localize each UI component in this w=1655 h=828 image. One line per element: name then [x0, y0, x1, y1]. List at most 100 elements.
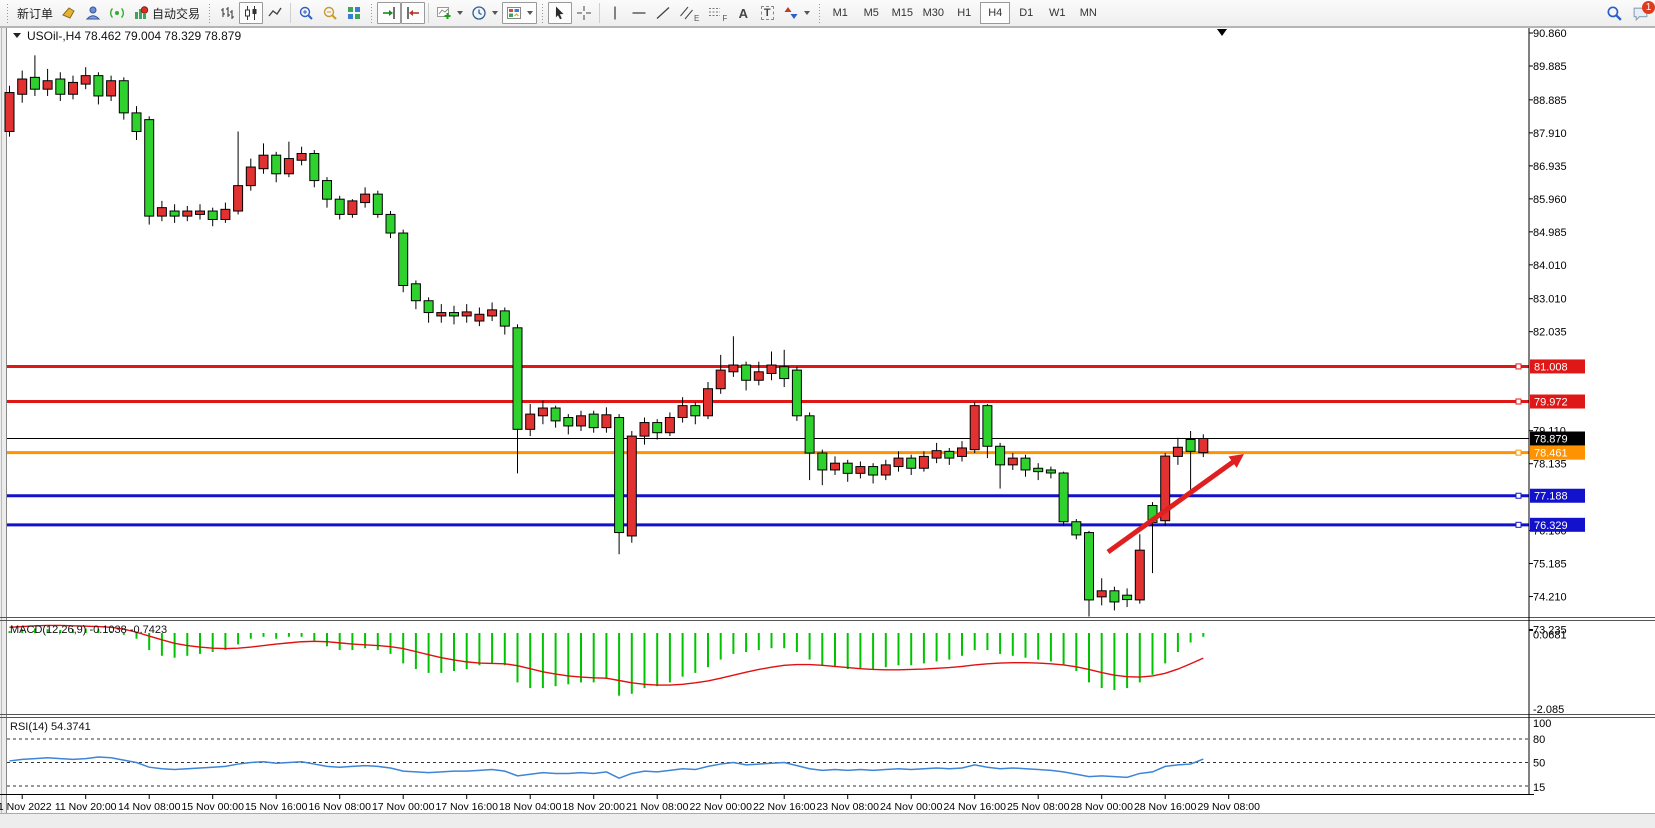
macd-signal-line — [9, 624, 1204, 686]
add-indicator-button[interactable] — [432, 2, 467, 24]
date-label: 28 Nov 16:00 — [1134, 801, 1197, 813]
candle-up — [715, 369, 726, 390]
date-label: 16 Nov 08:00 — [308, 801, 371, 813]
candlestick-chart-button[interactable] — [239, 2, 264, 24]
cursor-tool-button[interactable] — [548, 2, 573, 24]
toolbar-separator — [599, 3, 601, 23]
candle-down — [55, 78, 66, 95]
search-button[interactable] — [1602, 2, 1627, 24]
horizontal-line-tool-button[interactable] — [627, 2, 651, 24]
arrows-tool-button[interactable] — [779, 2, 814, 24]
toolbar-drag-handle[interactable] — [539, 3, 547, 23]
chart-shift-button[interactable] — [401, 2, 426, 24]
candle-down — [550, 407, 561, 422]
tile-windows-icon — [348, 7, 361, 19]
candle-up — [639, 422, 650, 437]
candle-down — [1084, 532, 1094, 601]
new-order-button[interactable]: 新订单 — [13, 2, 57, 24]
candle-up — [182, 210, 193, 217]
timeframe-button-H1[interactable]: H1 — [949, 2, 979, 24]
text-label-tool-button[interactable]: T — [755, 2, 779, 24]
timeframe-button-M5[interactable]: M5 — [856, 2, 886, 24]
profile-icon — [85, 6, 101, 20]
crosshair-tool-button[interactable] — [572, 2, 596, 24]
macd-label: MACD(12,26,9) -0.1038 -0.7423 — [10, 624, 167, 636]
date-label: 29 Nov 08:00 — [1197, 801, 1260, 813]
autotrade-button[interactable]: 自动交易 — [129, 2, 204, 24]
signal-button[interactable] — [105, 2, 129, 24]
date-label: 25 Nov 08:00 — [1007, 801, 1070, 813]
timeframe-button-M1[interactable]: M1 — [825, 2, 855, 24]
text-label-icon: T — [760, 6, 774, 20]
search-icon — [1607, 5, 1622, 21]
candle-down — [1071, 521, 1082, 536]
timeframe-button-MN[interactable]: MN — [1073, 2, 1103, 24]
trend-arrow[interactable] — [1106, 457, 1238, 555]
chart-shift-marker[interactable] — [1217, 29, 1227, 36]
trendline-tool-button[interactable] — [651, 2, 675, 24]
auto-scroll-button[interactable] — [377, 2, 402, 24]
toolbar-drag-handle[interactable] — [206, 3, 214, 23]
toolbar-separator — [290, 3, 292, 23]
candle-down — [1122, 594, 1133, 601]
zoom-in-button[interactable] — [294, 2, 318, 24]
vertical-line-tool-button[interactable] — [603, 2, 627, 24]
toolbar-drag-handle[interactable] — [368, 3, 376, 23]
period-button[interactable] — [467, 2, 502, 24]
candle-down — [410, 283, 421, 302]
channel-tool-button[interactable]: E — [675, 2, 703, 24]
candle-up — [1007, 457, 1018, 466]
profile-button[interactable] — [81, 2, 105, 24]
crosshair-icon — [577, 6, 592, 20]
timeframe-button-D1[interactable]: D1 — [1011, 2, 1041, 24]
hline-anchor[interactable] — [1515, 492, 1522, 499]
window-bottom-strip — [0, 813, 1655, 828]
market-watch-button[interactable] — [57, 2, 81, 24]
candle-up — [220, 208, 231, 220]
price-tick-label: 86.935 — [1533, 161, 1567, 173]
candle-up — [245, 166, 256, 187]
toolbar-drag-handle[interactable] — [816, 3, 824, 23]
candle-down — [614, 416, 625, 534]
candle-up — [487, 309, 498, 317]
trend-arrow-head[interactable] — [1228, 454, 1244, 468]
symbol-dropdown-caret[interactable] — [13, 33, 21, 38]
date-label: 14 Nov 08:00 — [118, 801, 181, 813]
price-badge — [1530, 488, 1585, 503]
hline-anchor[interactable] — [1515, 521, 1522, 528]
bar-chart-button[interactable] — [215, 2, 239, 24]
hline-anchor[interactable] — [1515, 363, 1522, 370]
zoom-out-button[interactable] — [318, 2, 342, 24]
candle-down — [1185, 438, 1196, 452]
timeframe-button-W1[interactable]: W1 — [1042, 2, 1072, 24]
rsi-tick-label: 50 — [1533, 758, 1545, 770]
tile-windows-button[interactable] — [342, 2, 366, 24]
candle-down — [842, 462, 853, 474]
gold-chart-icon — [62, 7, 75, 19]
chat-button[interactable]: 1 — [1627, 1, 1655, 24]
timeframe-button-M15[interactable]: M15 — [887, 2, 917, 24]
dropdown-caret — [804, 11, 811, 15]
arrow-objects-icon — [784, 7, 798, 19]
candle-down — [1033, 467, 1044, 473]
candle-down — [868, 466, 879, 476]
candle-down — [207, 210, 218, 220]
hline-anchor[interactable] — [1515, 398, 1522, 405]
candle-up — [664, 416, 675, 434]
horizontal-line-icon — [632, 12, 646, 14]
text-tool-button[interactable]: A — [731, 2, 755, 24]
candle-down — [334, 198, 345, 215]
chart-title: USOil-,H4 78.462 79.004 78.329 78.879 — [27, 29, 241, 43]
line-chart-button[interactable] — [263, 2, 287, 24]
price-tick-label: 90.860 — [1533, 28, 1567, 40]
candle-up — [931, 450, 942, 459]
fibonacci-tool-button[interactable]: F — [703, 2, 731, 24]
candle-down — [652, 422, 663, 434]
template-button[interactable] — [502, 2, 538, 24]
toolbar-drag-handle[interactable] — [4, 3, 11, 23]
price-tick-label: 74.210 — [1533, 592, 1567, 604]
hline-anchor[interactable] — [1515, 449, 1522, 456]
timeframe-button-M30[interactable]: M30 — [918, 2, 948, 24]
timeframe-button-H4[interactable]: H4 — [980, 2, 1011, 24]
